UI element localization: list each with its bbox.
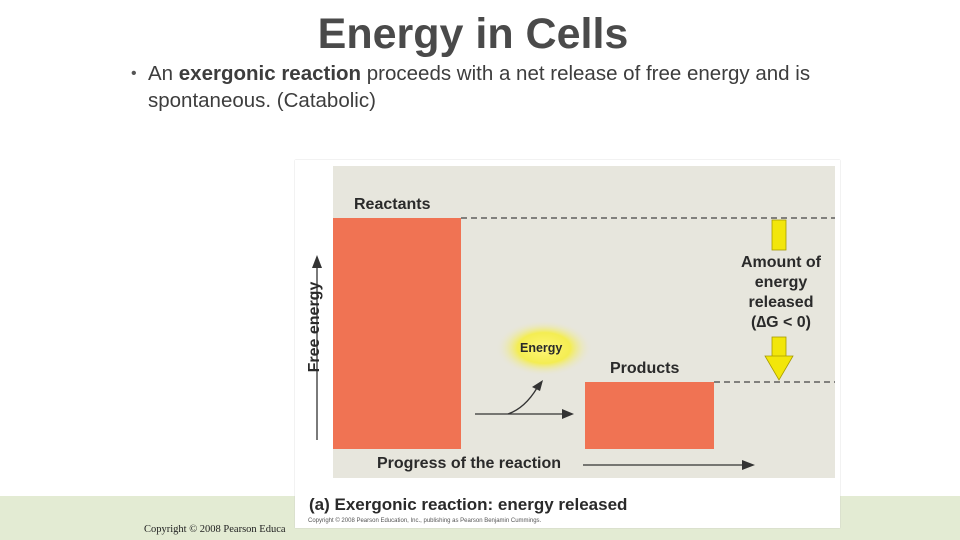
reactants-bar xyxy=(333,218,461,449)
bullet-text: An exergonic reaction proceeds with a ne… xyxy=(131,60,831,114)
amount-line-4: (∆G < 0) xyxy=(750,314,812,331)
x-axis-arrowhead xyxy=(742,460,755,470)
bullet-dot: • xyxy=(131,65,137,82)
bullet-suffix: proceeds with a net release of free ener… xyxy=(148,62,811,112)
reaction-arrowhead xyxy=(562,409,574,419)
energy-release-arrow xyxy=(507,387,538,415)
energy-release-arrowhead xyxy=(532,380,543,391)
energy-released-shaft-bottom xyxy=(771,336,787,358)
products-label: Products xyxy=(610,360,680,377)
energy-released-arrowhead xyxy=(764,355,794,381)
bullet-point: • An exergonic reaction proceeds with a … xyxy=(131,60,831,114)
amount-released-label: Amount of energy released (∆G < 0) xyxy=(725,253,837,333)
y-axis-label: Free energy xyxy=(306,281,323,373)
amount-line-1: Amount of xyxy=(741,254,821,271)
figure-caption: (a) Exergonic reaction: energy released xyxy=(309,495,628,514)
copyright-text: Copyright © 2008 Pearson Educa xyxy=(144,524,286,535)
slide-title: Energy in Cells xyxy=(317,10,629,58)
energy-glow xyxy=(496,320,592,376)
bullet-emphasis: exergonic reaction xyxy=(178,62,362,85)
exergonic-figure: Reactants Products Energy Amount of ener… xyxy=(295,160,840,528)
y-axis-arrowhead xyxy=(312,255,322,268)
energy-released-shaft-top xyxy=(771,219,787,251)
amount-line-2: energy xyxy=(754,274,808,291)
x-axis-label: Progress of the reaction xyxy=(377,455,562,472)
bullet-prefix: An xyxy=(148,62,179,85)
energy-label: Energy xyxy=(520,341,563,355)
figure-copyright: Copyright © 2008 Pearson Education, Inc.… xyxy=(308,518,542,524)
reactants-label: Reactants xyxy=(354,196,431,213)
diagram-graphics xyxy=(312,217,835,470)
amount-line-3: released xyxy=(748,294,814,311)
products-bar xyxy=(585,382,714,449)
